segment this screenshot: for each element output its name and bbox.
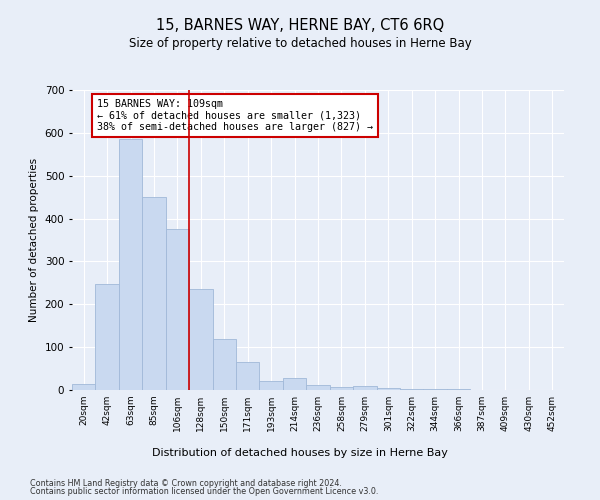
Y-axis label: Number of detached properties: Number of detached properties bbox=[29, 158, 39, 322]
Bar bbox=[95, 284, 119, 390]
Bar bbox=[353, 386, 377, 390]
Bar bbox=[119, 140, 142, 390]
Bar bbox=[259, 380, 283, 390]
Text: Contains public sector information licensed under the Open Government Licence v3: Contains public sector information licen… bbox=[30, 487, 379, 496]
Bar bbox=[236, 362, 259, 390]
Bar bbox=[306, 385, 330, 390]
Text: Contains HM Land Registry data © Crown copyright and database right 2024.: Contains HM Land Registry data © Crown c… bbox=[30, 478, 342, 488]
Bar bbox=[72, 384, 95, 390]
Bar bbox=[189, 290, 212, 390]
Bar bbox=[377, 388, 400, 390]
Bar bbox=[330, 386, 353, 390]
Text: 15 BARNES WAY: 109sqm
← 61% of detached houses are smaller (1,323)
38% of semi-d: 15 BARNES WAY: 109sqm ← 61% of detached … bbox=[97, 99, 373, 132]
Bar bbox=[400, 388, 424, 390]
Text: Size of property relative to detached houses in Herne Bay: Size of property relative to detached ho… bbox=[128, 38, 472, 51]
Text: Distribution of detached houses by size in Herne Bay: Distribution of detached houses by size … bbox=[152, 448, 448, 458]
Text: 15, BARNES WAY, HERNE BAY, CT6 6RQ: 15, BARNES WAY, HERNE BAY, CT6 6RQ bbox=[156, 18, 444, 32]
Bar bbox=[142, 197, 166, 390]
Bar bbox=[447, 389, 470, 390]
Bar bbox=[283, 378, 306, 390]
Bar bbox=[424, 389, 447, 390]
Bar bbox=[166, 230, 189, 390]
Bar bbox=[212, 338, 236, 390]
